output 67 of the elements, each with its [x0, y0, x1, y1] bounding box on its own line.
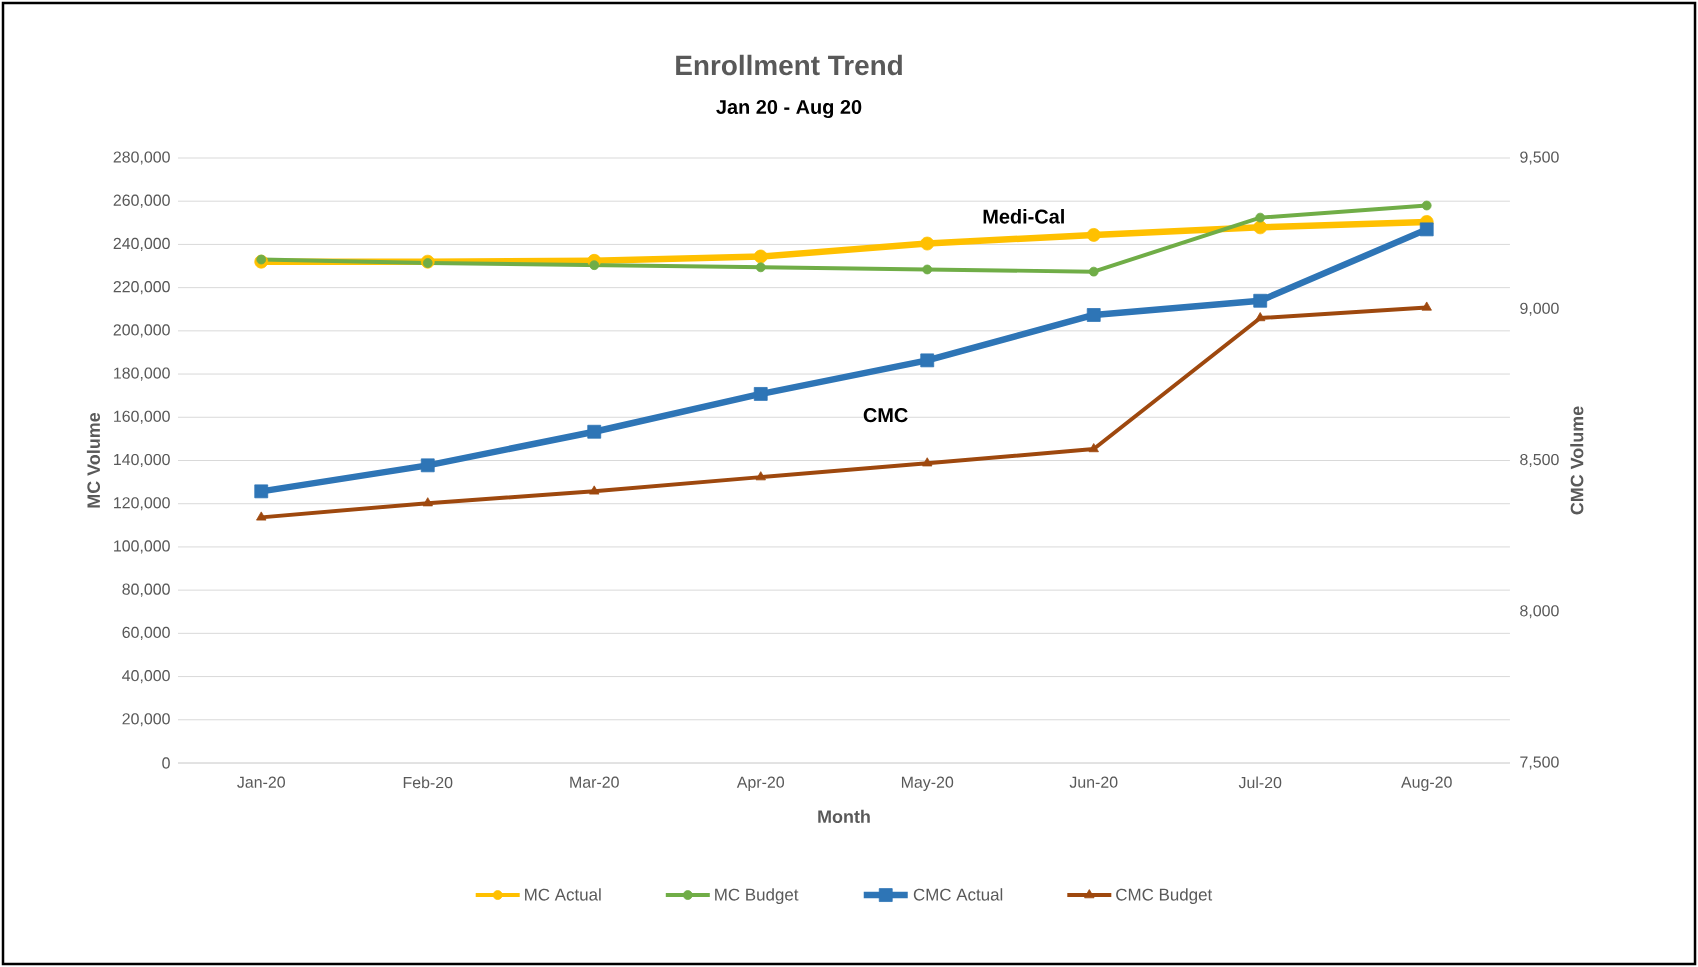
point — [256, 254, 267, 265]
y-tick-label: 260,000 — [113, 194, 170, 208]
chart-title: Enrollment Trend — [676, 54, 902, 76]
y-axis-title: MC Volume — [86, 412, 101, 508]
point — [922, 457, 933, 467]
y-tick-label: 160,000 — [114, 410, 170, 424]
point — [589, 260, 600, 271]
x-axis-title: Month — [818, 809, 870, 823]
y2-tick-label: 8,500 — [1520, 453, 1559, 468]
y-tick-label: 40,000 — [122, 669, 170, 684]
point — [920, 236, 935, 251]
x-tick-label: Apr-20 — [736, 776, 785, 791]
y2-tick-label: 8,000 — [1520, 605, 1559, 619]
legend-label: MC Budget — [715, 888, 799, 904]
point — [1088, 266, 1099, 277]
point — [1255, 212, 1266, 223]
point — [1253, 220, 1268, 235]
x-tick-label: Mar-20 — [570, 776, 619, 788]
point — [587, 424, 602, 439]
point — [589, 485, 600, 495]
y-tick-label: 180,000 — [114, 367, 170, 381]
y2-tick-label: 7,500 — [1520, 756, 1559, 770]
x-tick-label: Jun-20 — [1069, 776, 1118, 788]
point — [256, 511, 267, 521]
point — [422, 258, 433, 268]
point — [254, 484, 269, 499]
y2-tick-label: 9,500 — [1520, 151, 1559, 165]
point — [922, 264, 933, 275]
point — [1086, 308, 1101, 322]
y-tick-label: 120,000 — [114, 497, 170, 511]
y-tick-label: 80,000 — [122, 583, 170, 597]
point — [1086, 228, 1101, 242]
y2-tick-label: 9,000 — [1520, 302, 1559, 316]
chart-subtitle: Jan 20 - Aug 20 — [716, 99, 862, 119]
point — [920, 353, 935, 368]
point — [422, 497, 433, 507]
point — [755, 262, 766, 273]
y-tick-label: 60,000 — [122, 626, 170, 640]
y-tick-label: 0 — [162, 757, 170, 769]
x-tick-label: May-20 — [901, 776, 954, 791]
y-tick-label: 100,000 — [114, 540, 170, 554]
point — [755, 471, 766, 481]
point — [1421, 200, 1432, 211]
x-tick-label: Aug-20 — [1401, 776, 1452, 791]
point — [1253, 293, 1268, 308]
legend-label: CMC Actual — [913, 888, 1003, 901]
y-tick-label: 200,000 — [113, 324, 170, 338]
point — [753, 387, 768, 401]
point — [1255, 312, 1266, 322]
annotation: Medi-Cal — [983, 209, 1064, 224]
annotation: CMC — [863, 408, 908, 423]
point — [420, 458, 435, 473]
point — [1088, 443, 1099, 453]
y2-axis-title: CMC Volume — [1570, 406, 1584, 515]
y-tick-label: 220,000 — [113, 281, 170, 295]
point — [753, 249, 768, 264]
y-tick-label: 140,000 — [114, 453, 170, 468]
point — [1419, 222, 1434, 237]
point — [1421, 301, 1432, 311]
legend-label: MC Actual — [525, 888, 601, 901]
x-tick-label: Feb-20 — [403, 776, 453, 789]
x-tick-label: Jan-20 — [237, 776, 285, 788]
legend-label: CMC Budget — [1116, 888, 1213, 904]
y-tick-label: 280,000 — [113, 151, 170, 165]
y-tick-label: 240,000 — [113, 237, 170, 251]
y-tick-label: 20,000 — [122, 713, 170, 727]
x-tick-label: Jul-20 — [1238, 776, 1282, 789]
